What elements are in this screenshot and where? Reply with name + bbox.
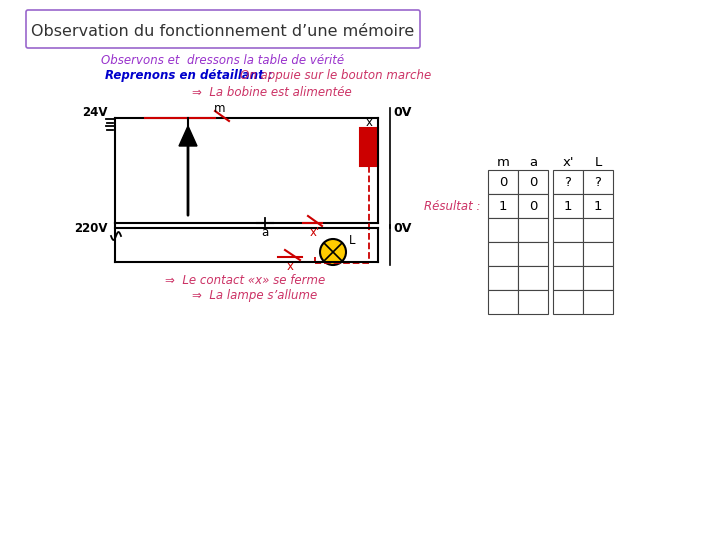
Bar [553,290,583,314]
Bar [583,266,613,290]
Text: 1: 1 [564,199,572,213]
FancyBboxPatch shape [26,10,420,48]
Text: 220V: 220V [74,221,108,234]
Bar [518,266,548,290]
Text: m: m [497,156,510,168]
Bar [553,194,583,218]
Text: 0: 0 [528,176,537,188]
Text: 0V: 0V [393,105,411,118]
Bar [488,170,518,194]
Text: a: a [261,226,269,240]
Bar [360,128,378,166]
Bar [583,218,613,242]
Bar [583,194,613,218]
Text: x: x [366,116,372,129]
Bar [518,290,548,314]
Text: 1: 1 [499,199,508,213]
Circle shape [320,239,346,265]
Bar [583,170,613,194]
Text: x: x [287,260,294,273]
Text: ?: ? [595,176,601,188]
Text: 24V: 24V [83,105,108,118]
Bar [518,218,548,242]
Bar [518,194,548,218]
Text: 0V: 0V [393,221,411,234]
Bar [488,242,518,266]
Bar [518,242,548,266]
Text: a: a [529,156,537,168]
Bar [488,194,518,218]
Text: ⇒  Le contact «x» se ferme: ⇒ Le contact «x» se ferme [165,273,325,287]
Text: Reprenons en détaillant :: Reprenons en détaillant : [105,70,276,83]
Text: 0: 0 [528,199,537,213]
Polygon shape [179,126,197,146]
Text: On appuie sur le bouton marche: On appuie sur le bouton marche [240,70,431,83]
Text: x': x' [310,226,320,240]
Text: m: m [215,102,226,114]
Bar [518,170,548,194]
Text: 0: 0 [499,176,507,188]
Text: Observation du fonctionnement d’une mémoire: Observation du fonctionnement d’une mémo… [32,24,415,39]
Text: ⇒  La bobine est alimentée: ⇒ La bobine est alimentée [192,86,352,99]
Text: Résultat :: Résultat : [423,199,480,213]
Text: x': x' [562,156,574,168]
Bar [553,266,583,290]
Text: Observons et  dressons la table de vérité: Observons et dressons la table de vérité [102,53,345,66]
Text: L: L [349,233,356,246]
Bar [553,242,583,266]
Bar [488,290,518,314]
Bar [488,218,518,242]
Text: ?: ? [564,176,572,188]
Bar [488,266,518,290]
Bar [583,290,613,314]
Text: ⇒  La lampe s’allume: ⇒ La lampe s’allume [192,288,318,301]
Bar [583,242,613,266]
Bar [553,218,583,242]
Text: 1: 1 [594,199,602,213]
Bar [553,170,583,194]
Text: L: L [595,156,602,168]
